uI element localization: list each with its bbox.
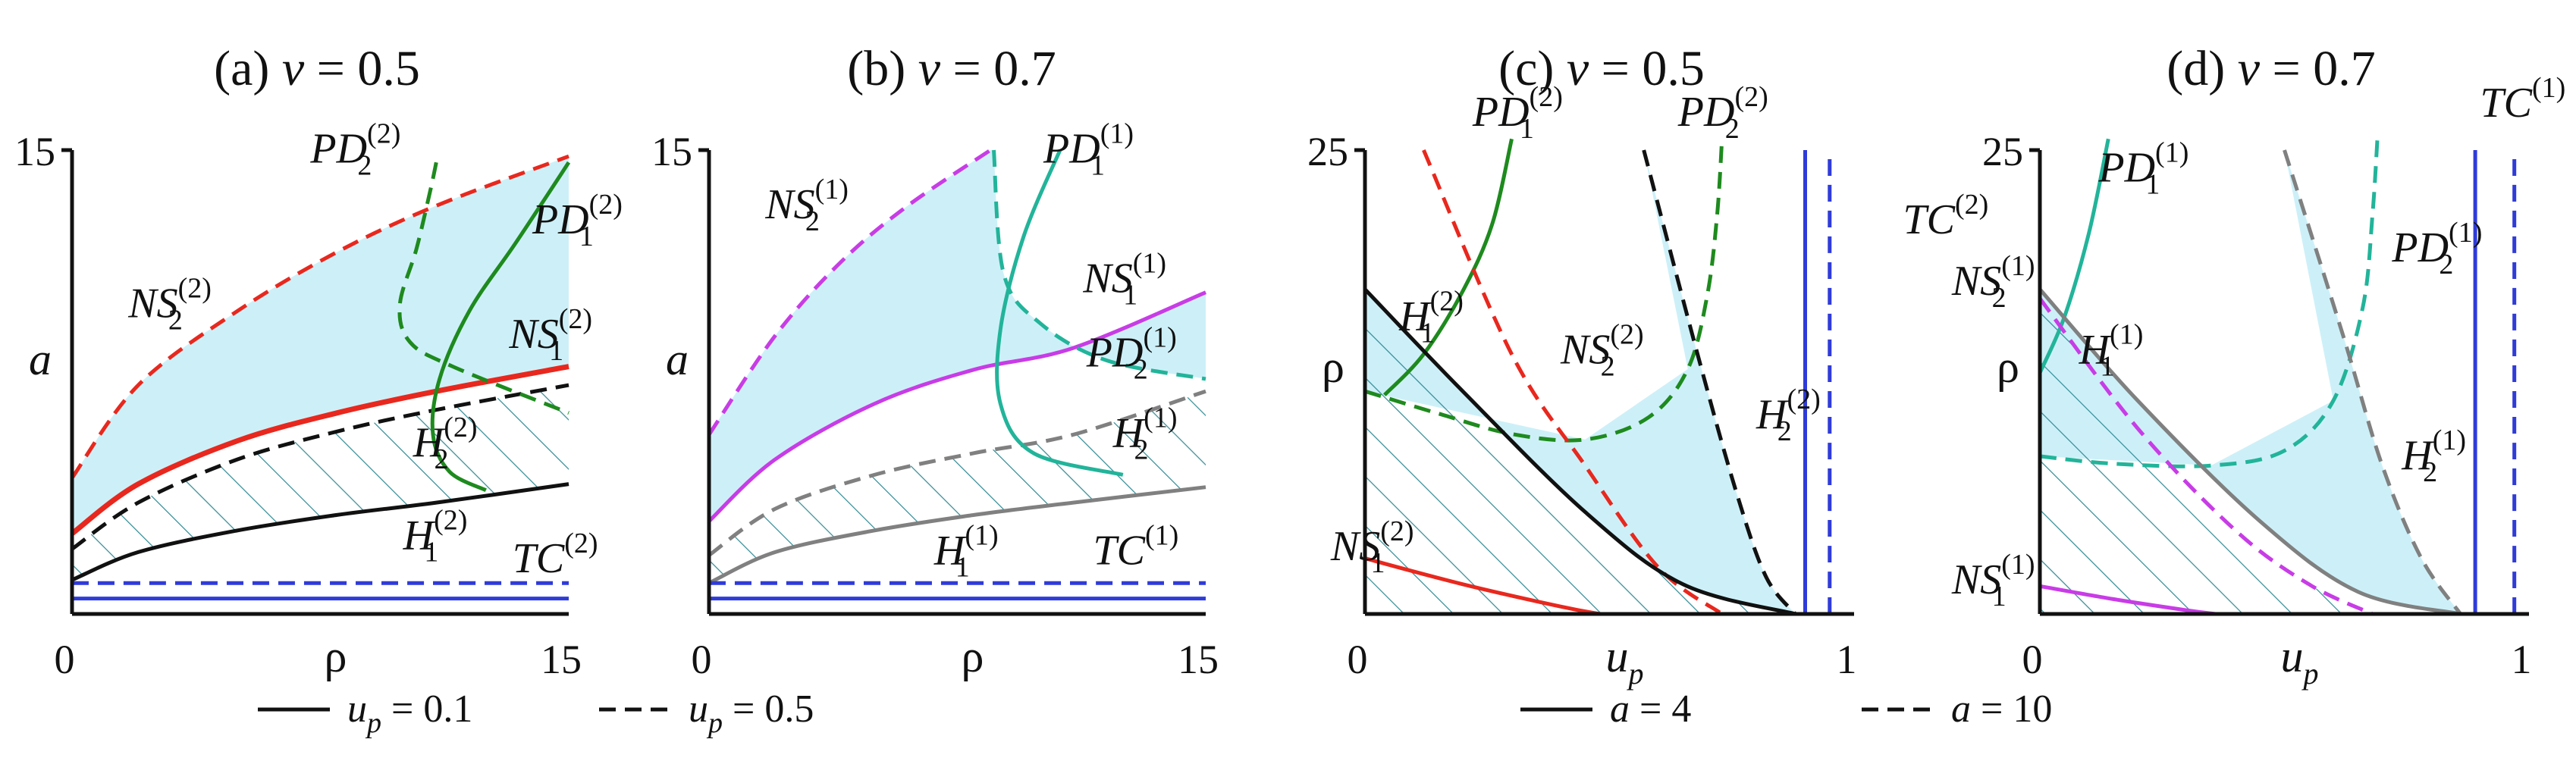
curve-series-2 bbox=[71, 383, 569, 551]
x-tick-label: 15 bbox=[541, 637, 582, 682]
legend-label: up = 0.1 bbox=[347, 687, 472, 739]
curve-label: NS(2) 1 bbox=[508, 303, 592, 367]
legend-label: a = 10 bbox=[1951, 687, 2052, 731]
curve-label: H(1) 1 bbox=[933, 520, 999, 584]
curve-label: NS(1) 1 bbox=[1951, 549, 2035, 612]
curve-ns11 bbox=[708, 290, 1206, 523]
x-axis-label: ρ bbox=[325, 631, 347, 681]
hatched-region bbox=[72, 385, 569, 581]
panel-title: (c) v = 0.5 bbox=[1498, 41, 1705, 96]
y-axis-label: a bbox=[666, 334, 689, 384]
legend-2: a = 4 a = 10 bbox=[1520, 687, 2052, 731]
curve-label: H(1) 2 bbox=[1112, 402, 1178, 466]
curve-ns12 bbox=[70, 364, 569, 536]
chart-panel-3: 0 1 25 up ρ (c) v = 0.5PD(2) 1 PD(2) 2 TC(2) H(2) 1… bbox=[1307, 41, 1988, 691]
x-axis-label: ρ bbox=[962, 631, 984, 681]
hatched-region bbox=[709, 391, 1206, 584]
curve-pd22 bbox=[397, 161, 569, 415]
x-axis-label: up bbox=[1606, 631, 1644, 691]
curve-h11 bbox=[708, 485, 1206, 585]
panel-title: (a) v = 0.5 bbox=[214, 41, 420, 96]
stable-region-shading bbox=[2040, 150, 2461, 614]
x-tick-label: 1 bbox=[1837, 637, 1857, 682]
curve-label: NS(1) 2 bbox=[1951, 250, 2035, 314]
curve-label: PD(2) 2 bbox=[309, 117, 400, 181]
curve-label: NS(2) 1 bbox=[1330, 515, 1414, 579]
curve-h12 bbox=[1363, 287, 1796, 616]
legend-label: up = 0.5 bbox=[689, 687, 814, 739]
curve-label: PD(1) 2 bbox=[2391, 217, 2482, 280]
y-axis-label: ρ bbox=[1322, 342, 1344, 392]
x-axis-label: up bbox=[2281, 631, 2319, 691]
curve-label: PD(2) 2 bbox=[1677, 81, 1768, 145]
stable-region-shading bbox=[72, 156, 569, 534]
curve-pd12 bbox=[430, 161, 571, 493]
curve-label: H(2) 1 bbox=[1398, 285, 1464, 349]
curve-series-4 bbox=[2038, 287, 2461, 616]
curve-pd21 bbox=[992, 149, 1206, 381]
curve-label: PD(2) 1 bbox=[1472, 81, 1563, 145]
curve-h22 bbox=[1642, 149, 1797, 615]
curve-series-1 bbox=[2039, 139, 2380, 468]
y-tick-label: 15 bbox=[651, 129, 692, 174]
curve-ns21 bbox=[707, 148, 992, 436]
curve-series-2 bbox=[708, 389, 1206, 557]
curve-label: PD(1) 1 bbox=[2098, 137, 2189, 201]
y-axis-label: a bbox=[29, 334, 52, 384]
x-tick-label: 15 bbox=[1178, 637, 1219, 682]
curve-label: PD(2) 1 bbox=[532, 189, 623, 252]
curve-label: PD(1) 2 bbox=[1086, 322, 1177, 386]
curve-series-1 bbox=[1364, 139, 1724, 443]
chart-panel-4: 0 1 25 up ρ (d) v = 0.7 TC(1) PD(1) 1 PD(1) 2 NS(1)… bbox=[1951, 41, 2565, 691]
curve-label: H(2) 1 bbox=[403, 504, 468, 568]
x-tick-label: 0 bbox=[1348, 637, 1368, 682]
curve-label: TC(2) bbox=[1903, 189, 1989, 243]
panel-title: (b) v = 0.7 bbox=[847, 41, 1056, 96]
curve-pd11 bbox=[2038, 138, 2110, 374]
x-tick-label: 0 bbox=[692, 637, 712, 682]
hatched-region bbox=[1365, 289, 1796, 614]
curve-label: H(2) 2 bbox=[413, 412, 478, 475]
legend-label: a = 4 bbox=[1610, 687, 1691, 731]
x-tick-label: 1 bbox=[2512, 637, 2532, 682]
curve-label: H(1) 2 bbox=[2401, 424, 2466, 488]
y-tick-label: 15 bbox=[14, 129, 55, 174]
curve-label: NS(1) 1 bbox=[1082, 248, 1166, 312]
curve-label: TC(1) bbox=[2480, 72, 2566, 127]
stable-region-shading bbox=[1365, 150, 1796, 614]
y-tick-label: 25 bbox=[1982, 129, 2023, 174]
curve-label: TC(1) bbox=[1093, 520, 1179, 575]
curve-label: NS(2) 2 bbox=[127, 272, 212, 336]
curve-ns21 bbox=[2038, 297, 2374, 616]
curve-pd11 bbox=[995, 149, 1124, 477]
x-tick-label: 0 bbox=[55, 637, 75, 682]
curve-label: H(1) 1 bbox=[2079, 319, 2144, 383]
curve-label: NS(2) 2 bbox=[1560, 319, 1644, 383]
curve-label: PD(1) 1 bbox=[1043, 117, 1134, 181]
stable-region-shading bbox=[709, 150, 1206, 521]
y-tick-label: 25 bbox=[1307, 129, 1348, 174]
curve-label: NS(1) 2 bbox=[764, 174, 849, 237]
chart-panel-2: 0 15 15 ρ a (b) v = 0.7 PD(1) 1 NS(1) 2 NS(1) 1 PD(1… bbox=[651, 41, 1219, 682]
y-axis-label: ρ bbox=[1997, 342, 2019, 392]
curve-h12 bbox=[71, 482, 569, 582]
hatched-region bbox=[2040, 298, 2373, 614]
curve-label: H(2) 2 bbox=[1756, 384, 1821, 447]
curve-label: TC(2) bbox=[513, 528, 598, 582]
chart-panel-1: 0 15 15 ρ a (a) v = 0.5 PD(2) 2 PD(2) 1 NS(2) 2 NS(2… bbox=[14, 41, 623, 682]
x-tick-label: 0 bbox=[2022, 637, 2043, 682]
panel-title: (d) v = 0.7 bbox=[2167, 41, 2376, 96]
legend-1: up = 0.1 up = 0.5 bbox=[258, 687, 814, 739]
curve-ns12 bbox=[1364, 556, 1601, 616]
curve-pd12 bbox=[1383, 138, 1514, 396]
